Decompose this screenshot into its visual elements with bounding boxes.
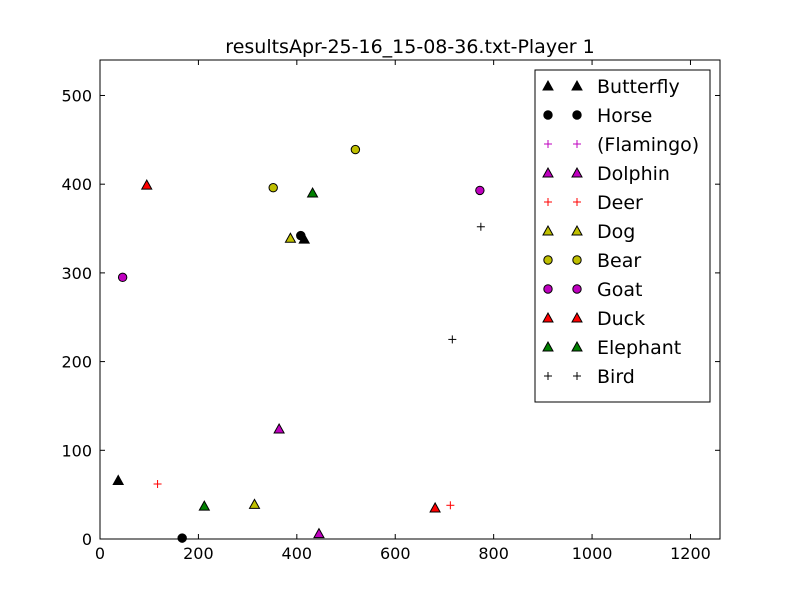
legend-marker-butterfly [542,79,554,91]
legend-marker-dolphin [542,166,554,178]
point-bird [448,335,457,344]
legend-label-duck: Duck [597,308,645,330]
legend-marker-bird [573,372,581,380]
point-duck [140,179,153,190]
x-tick-label: 1200 [670,544,711,563]
y-tick-label: 400 [61,175,92,194]
x-tick-label: 0 [95,544,105,563]
legend-label-flamingo: (Flamingo) [597,134,699,156]
legend-marker-deer [573,198,581,206]
y-tick-label: 100 [61,441,92,460]
point-horse [296,230,306,241]
x-tick-label: 1000 [572,544,613,563]
point-dog [248,498,261,509]
point-deer [153,480,162,489]
point-goat [475,185,485,196]
legend-label-dolphin: Dolphin [597,163,670,185]
legend-label-dog: Dog [597,221,635,243]
point-bear [350,144,361,155]
legend-marker-horse [572,110,582,120]
point-butterfly [112,474,125,485]
legend-marker-horse [543,110,553,120]
y-tick-label: 500 [61,86,92,105]
x-tick-label: 200 [183,544,214,563]
point-goat [117,272,128,283]
point-dolphin [273,422,285,434]
chart-title: resultsApr-25-16_15-08-36.txt-Player 1 [225,36,594,58]
point-elephant [306,187,319,198]
legend-marker-elephant [571,340,583,352]
legend-marker-flamingo [544,140,552,148]
legend-marker-elephant [542,340,554,352]
axis-ticks: 0 200 400 600 800 1000 1200 0 100 200 300 400 500 [61,60,720,563]
x-tick-label: 600 [380,544,411,563]
legend-label-butterfly: Butterfly [597,76,680,98]
legend-box [534,69,711,403]
y-tick-label: 0 [82,530,92,549]
data-points [112,144,485,543]
legend-marker-bear [572,255,582,265]
legend-marker-dog [571,224,583,236]
legend-marker-deer [544,198,552,206]
point-elephant [198,500,211,511]
legend-label-goat: Goat [597,279,642,301]
point-horse [177,533,187,543]
legend-marker-dolphin [571,166,583,178]
x-tick-label: 400 [282,544,313,563]
point-dolphin [313,527,325,539]
legend-label-deer: Deer [597,192,643,214]
legend-label-bird: Bird [597,366,635,388]
legend: Butterfly Horse (Flamingo) Dolphin Deer Dog Be… [534,69,711,403]
point-deer [446,501,455,510]
legend-marker-dog [542,224,554,236]
legend-label-elephant: Elephant [597,337,681,359]
legend-marker-butterfly [571,79,583,91]
legend-marker-duck [542,311,554,323]
legend-marker-bear [543,255,553,265]
legend-marker-goat [572,284,582,294]
legend-marker-bird [544,372,552,380]
y-tick-label: 300 [61,264,92,283]
x-tick-label: 800 [478,544,509,563]
legend-marker-goat [543,284,553,294]
legend-label-bear: Bear [597,250,641,272]
point-bear [268,183,278,193]
legend-marker-flamingo [573,140,581,148]
y-tick-label: 200 [61,353,92,372]
point-dog [284,232,297,243]
legend-marker-duck [571,311,583,323]
point-duck [429,501,441,513]
legend-label-horse: Horse [597,105,652,127]
point-bird [476,222,485,231]
